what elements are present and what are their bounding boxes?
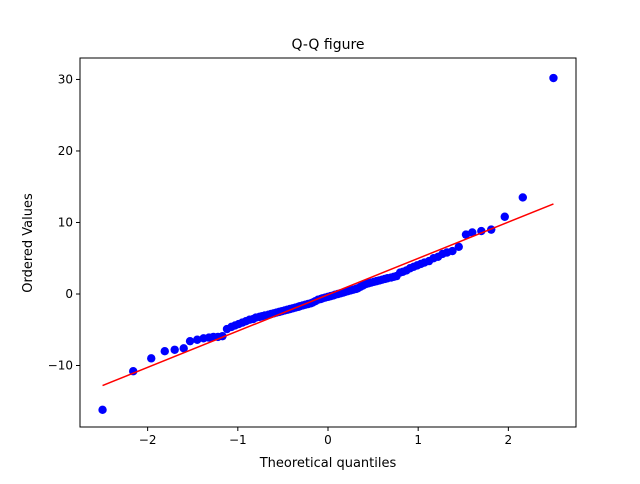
y-axis-label: Ordered Values	[21, 193, 36, 293]
y-tick-label: 0	[65, 287, 73, 301]
data-point	[185, 336, 195, 346]
data-point	[468, 228, 477, 237]
chart-title: Q-Q figure	[291, 37, 364, 53]
data-point	[454, 242, 463, 251]
data-point	[500, 212, 509, 221]
axes-frame	[79, 57, 577, 428]
y-tick-label: 20	[58, 144, 73, 158]
x-tick-label: −1	[229, 433, 247, 447]
fit-line	[102, 203, 554, 387]
y-tick-label: 30	[58, 72, 73, 86]
x-tick-label: 2	[505, 433, 513, 447]
data-point	[147, 354, 156, 363]
x-axis-label: Theoretical quantiles	[259, 456, 397, 471]
x-tick-label: 0	[324, 433, 332, 447]
x-tick-label: −2	[139, 433, 157, 447]
data-point	[448, 246, 457, 256]
data-point	[518, 193, 527, 202]
data-point	[193, 335, 202, 344]
data-point	[179, 344, 188, 353]
y-tick-label: 10	[58, 215, 73, 229]
data-point	[160, 346, 169, 356]
data-point	[461, 230, 471, 239]
data-point	[170, 345, 179, 354]
data-point	[98, 405, 107, 415]
data-point	[549, 73, 558, 83]
y-tick-label: −10	[48, 359, 73, 373]
x-tick-label: 1	[414, 433, 422, 447]
